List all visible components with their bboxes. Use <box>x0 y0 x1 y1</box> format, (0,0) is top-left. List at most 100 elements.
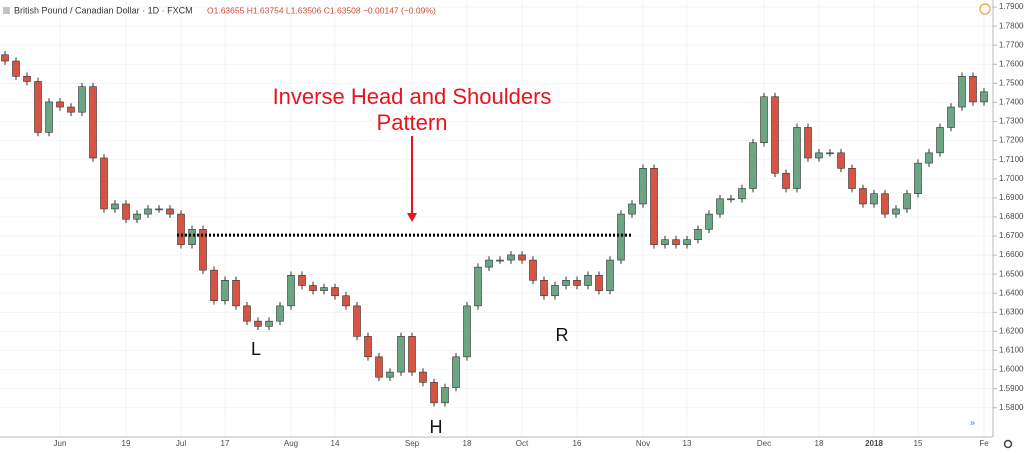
candle-body <box>474 266 482 307</box>
candle-body <box>122 203 130 220</box>
x-tick-label: 15 <box>914 439 923 448</box>
candle-body <box>980 91 988 103</box>
y-tick-label: 1.71000 <box>999 155 1024 164</box>
x-tick-label: Nov <box>636 439 650 448</box>
info-icon[interactable] <box>979 3 991 15</box>
candle-body <box>837 152 845 169</box>
candle-body <box>705 213 713 230</box>
y-tick-label: 1.76000 <box>999 59 1024 68</box>
candle-body <box>749 142 757 189</box>
x-tick-label: Sep <box>405 439 420 448</box>
candle-body <box>507 254 515 261</box>
candle-body <box>23 76 31 82</box>
x-tick-label: 2018 <box>865 439 883 448</box>
y-tick-label: 1.70000 <box>999 174 1024 183</box>
y-tick-label: 1.59000 <box>999 384 1024 393</box>
candle-body <box>1 54 9 62</box>
candle-body <box>133 213 141 220</box>
candle-body <box>397 336 405 373</box>
candle-body <box>738 188 746 200</box>
candle-body <box>331 287 339 297</box>
candle-body <box>419 371 427 383</box>
x-tick-label: Oct <box>516 439 529 448</box>
candle-body <box>309 285 317 291</box>
candle-body <box>441 387 449 404</box>
scroll-button[interactable]: » <box>970 417 975 427</box>
x-tick-label: Jun <box>54 439 67 448</box>
y-tick-label: 1.62000 <box>999 327 1024 336</box>
candle-body <box>177 213 185 245</box>
annotation-line: Inverse Head and Shoulders <box>273 84 552 109</box>
candle-body <box>870 193 878 205</box>
candle-body <box>606 259 614 291</box>
candle-body <box>144 208 152 215</box>
y-tick-label: 1.64000 <box>999 288 1024 297</box>
y-tick-label: 1.74000 <box>999 98 1024 107</box>
candle-body <box>914 162 922 194</box>
candle-body <box>276 305 284 322</box>
candle-body <box>672 239 680 245</box>
x-tick-label: 13 <box>683 439 692 448</box>
axis-labels: 1.58000 1.59000 1.60000 1.61000 1.62000 1.630… <box>54 2 1024 448</box>
candle-body <box>595 275 603 291</box>
x-tick-label: Jul <box>176 439 186 448</box>
candle-body <box>452 356 460 388</box>
y-tick-label: 1.73000 <box>999 117 1024 126</box>
candle-body <box>969 76 977 103</box>
candle-body <box>551 285 559 297</box>
candle-body <box>573 280 581 286</box>
candle-body <box>342 295 350 307</box>
candle-body <box>815 152 823 159</box>
candles <box>1 50 988 407</box>
candle-body <box>650 167 658 245</box>
candle-body <box>518 254 526 261</box>
candle-body <box>716 198 724 215</box>
x-tick-label: Aug <box>284 439 298 448</box>
settings-icon[interactable] <box>1003 439 1013 449</box>
y-tick-label: 1.63000 <box>999 307 1024 316</box>
candle-body <box>694 229 702 240</box>
x-tick-label: Fe <box>979 439 989 448</box>
y-tick-label: 1.66000 <box>999 250 1024 259</box>
y-tick-label: 1.67000 <box>999 231 1024 240</box>
y-tick-label: 1.72000 <box>999 136 1024 145</box>
candle-body <box>287 275 295 307</box>
candle-body <box>628 203 636 215</box>
candle-body <box>936 127 944 154</box>
candle-body <box>562 280 570 286</box>
candle-body <box>199 229 207 271</box>
y-tick-label: 1.79000 <box>999 2 1024 11</box>
y-tick-label: 1.61000 <box>999 346 1024 355</box>
candle-body <box>848 167 856 189</box>
candle-body <box>375 356 383 378</box>
candle-body <box>56 101 64 108</box>
candle-body <box>826 152 834 155</box>
symbol-icon <box>3 7 10 14</box>
candle-body <box>221 280 229 302</box>
candle-body <box>859 188 867 205</box>
candle-body <box>111 203 119 210</box>
candle-body <box>386 371 394 378</box>
candle-body <box>925 152 933 164</box>
point-label: H <box>430 417 443 437</box>
candle-body <box>243 305 251 322</box>
candle-body <box>881 193 889 215</box>
candle-body <box>188 229 196 245</box>
candle-body <box>661 239 669 245</box>
candle-body <box>584 275 592 286</box>
candle-body <box>496 259 504 262</box>
candle-body <box>364 336 372 358</box>
y-tick-label: 1.58000 <box>999 403 1024 412</box>
candle-body <box>771 96 779 174</box>
arrow-head <box>407 213 417 222</box>
candle-body <box>892 208 900 215</box>
candle-body <box>78 86 86 113</box>
y-tick-label: 1.68000 <box>999 212 1024 221</box>
x-tick-label: 19 <box>122 439 131 448</box>
y-tick-label: 1.75000 <box>999 78 1024 87</box>
y-tick-label: 1.60000 <box>999 365 1024 374</box>
candle-body <box>408 336 416 373</box>
point-label: R <box>556 325 569 345</box>
candle-body <box>529 259 537 281</box>
